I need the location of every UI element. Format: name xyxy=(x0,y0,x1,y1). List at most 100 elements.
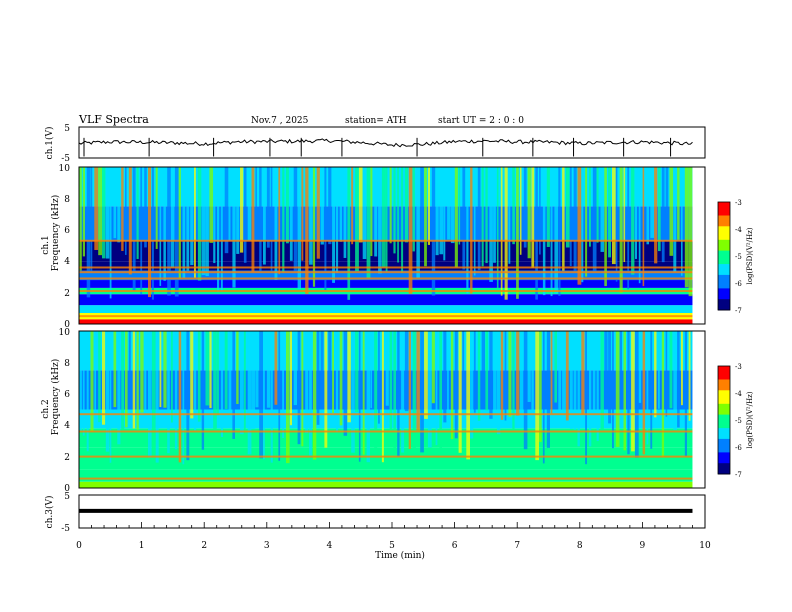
spectrogram-impulse xyxy=(358,331,361,462)
spectrogram-impulse xyxy=(136,167,139,259)
time-tick-9: 9 xyxy=(640,541,646,551)
ch1-cb-tick-m4: -4 xyxy=(735,226,742,234)
spectrogram-impulse xyxy=(393,331,396,464)
colorbar-segment xyxy=(718,266,730,270)
spectrogram-impulse xyxy=(454,331,458,439)
spectrogram-impulse xyxy=(266,331,271,408)
spectrogram-impulse xyxy=(312,167,316,287)
ch3-waveform-panel: 5 -5 ch.3(V) 0 1 2 3 4 5 6 7 8 9 10 Time… xyxy=(44,492,711,561)
spectrogram-impulse xyxy=(684,331,687,457)
spectrogram-impulse xyxy=(589,167,591,247)
spectrogram-impulse xyxy=(661,167,665,263)
ch3-waveform-ylabel: ch.3(V) xyxy=(44,496,55,529)
colorbar-segment xyxy=(718,291,730,295)
spectrogram-impulse xyxy=(558,167,561,296)
ch1-colorbar-label: log(PSD)(V²/Hz) xyxy=(746,227,754,284)
spectrogram-impulse xyxy=(542,167,546,296)
spectrogram-impulse xyxy=(608,167,611,258)
spectrogram-impulse xyxy=(171,331,173,423)
spectrogram-impulse xyxy=(447,167,451,240)
colorbar-segment xyxy=(718,264,730,268)
spectrogram-impulse xyxy=(450,167,455,244)
spectrogram-impulse xyxy=(481,167,484,267)
spectrogram-impulse xyxy=(573,167,577,271)
spectrogram-impulse xyxy=(163,167,166,281)
spectrogram-impulse xyxy=(305,331,309,434)
spectrogram-impulse xyxy=(608,331,612,424)
ch1-ytick-top: 5 xyxy=(64,124,70,134)
spectrogram-impulse xyxy=(297,331,301,445)
spectrogram-impulse xyxy=(646,167,649,245)
colorbar-segment xyxy=(718,239,730,243)
spectrogram-impulse xyxy=(604,331,608,403)
spectrogram-impulse xyxy=(654,167,658,264)
spectrogram-impulse xyxy=(416,167,420,278)
spectrogram-impulse xyxy=(527,331,531,402)
ch1-freq-tick-6: 6 xyxy=(64,226,70,236)
spectrogram-impulse xyxy=(458,331,462,453)
ch1-cb-tick-m6: -6 xyxy=(735,280,742,288)
ch1-spectrogram-image xyxy=(79,167,705,324)
spectrogram-impulse xyxy=(121,331,125,432)
ch1-waveform-spikes xyxy=(83,137,672,157)
spectrogram-impulse xyxy=(197,167,202,281)
spectrogram-impulse xyxy=(485,167,488,264)
spectrogram-impulse xyxy=(144,331,147,428)
spectrogram-impulse xyxy=(163,331,167,408)
spectrogram-impulse xyxy=(477,331,481,421)
spectrogram-impulse xyxy=(151,331,156,451)
spectrogram-impulse xyxy=(638,331,642,403)
spectrogram-impulse xyxy=(658,167,661,252)
colorbar-segment xyxy=(718,457,730,461)
spectrogram-impulse xyxy=(412,167,415,252)
spectrogram-impulse xyxy=(550,331,553,414)
ch1-spectrogram-ylabel: Frequency (kHz) xyxy=(50,195,61,272)
header-start-ut: start UT = 2 : 0 : 0 xyxy=(438,116,524,126)
spectrogram-impulse xyxy=(274,331,278,405)
spectrogram-impulse xyxy=(243,167,247,263)
spectrogram-impulse xyxy=(366,167,371,279)
colorbar-segment xyxy=(718,463,730,467)
spectrogram-impulse xyxy=(654,331,657,418)
spectrogram-impulse xyxy=(121,167,124,251)
colorbar-segment xyxy=(718,444,730,448)
colorbar-segment xyxy=(718,272,730,276)
spectrogram-impulse xyxy=(174,167,179,297)
colorbar-segment xyxy=(718,274,730,279)
spectrogram-impulse xyxy=(90,167,93,280)
colorbar-segment xyxy=(718,468,730,472)
spectrogram-impulse xyxy=(508,167,511,264)
spectrogram-impulse xyxy=(366,331,370,463)
spectrogram-impulse xyxy=(155,331,159,463)
spectrogram-impulse xyxy=(496,331,501,435)
spectrogram-impulse xyxy=(197,331,201,422)
colorbar-segment xyxy=(718,465,730,470)
colorbar-segment xyxy=(718,204,730,208)
spectrogram-impulse xyxy=(324,331,328,448)
colorbar-segment xyxy=(718,242,730,246)
ch1-waveform-ylabel: ch.1(V) xyxy=(44,127,55,160)
spectrogram-impulse xyxy=(347,167,351,300)
colorbar-segment xyxy=(718,406,730,410)
spectrogram-impulse xyxy=(128,331,131,407)
spectrogram-impulse xyxy=(565,167,570,248)
spectrogram-impulse xyxy=(650,167,655,238)
header-station: station= ATH xyxy=(345,116,407,126)
colorbar-segment xyxy=(718,301,730,306)
spectrogram-impulse xyxy=(125,167,127,255)
spectrogram-impulse xyxy=(339,331,343,426)
spectrogram-impulse xyxy=(240,167,244,253)
spectrogram-impulse xyxy=(332,167,335,283)
ch1-spectrogram-channel-label: ch.1 xyxy=(41,235,51,254)
spectrogram-impulse xyxy=(224,331,228,410)
spectrogram-impulse xyxy=(470,167,473,294)
spectrogram-impulse xyxy=(535,331,539,461)
spectrogram-impulse xyxy=(604,167,607,287)
spectrogram-impulse xyxy=(585,331,587,465)
spectrogram-impulse xyxy=(669,167,674,256)
colorbar-segment xyxy=(718,307,730,311)
spectrogram-impulse xyxy=(374,167,378,257)
colorbar-segment xyxy=(718,422,730,426)
colorbar-segment xyxy=(718,229,730,233)
spectrogram-impulse xyxy=(328,167,332,245)
